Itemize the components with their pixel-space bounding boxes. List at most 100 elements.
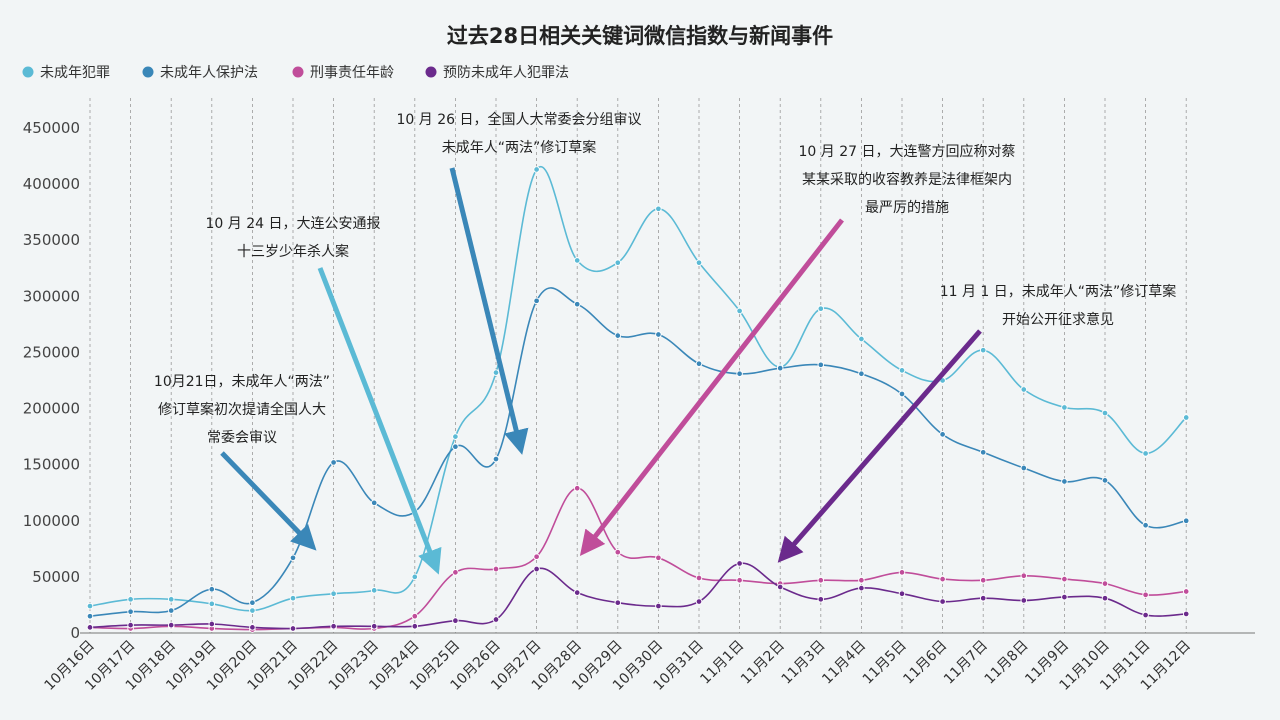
data-point (614, 332, 622, 339)
data-point (573, 484, 581, 492)
annotation-text: 11 月 1 日，未成年人“两法”修订草案 (940, 283, 1177, 300)
legend-label: 刑事责任年龄 (310, 65, 394, 81)
y-tick-label: 350000 (23, 231, 80, 249)
data-point (249, 607, 256, 614)
data-point (614, 548, 622, 556)
data-point (939, 598, 946, 605)
annotation-text: 10月21日，未成年人“两法” (154, 374, 330, 390)
data-point (127, 608, 134, 615)
data-point (370, 587, 378, 594)
x-tick-label: 11月2日 (738, 638, 788, 688)
annotation-text: 常委会审议 (207, 430, 277, 446)
data-point (898, 569, 906, 576)
data-point (695, 360, 703, 367)
data-point (167, 607, 175, 614)
data-point (208, 585, 216, 593)
data-point (1101, 580, 1109, 587)
data-point (1020, 386, 1028, 393)
data-point (858, 335, 865, 343)
data-point (533, 565, 540, 573)
data-point (736, 577, 743, 584)
annotation-arrow (777, 329, 982, 563)
data-point (1020, 464, 1028, 472)
legend: 未成年犯罪 未成年人保护法 刑事责任年龄 预防未成年人犯罪法 (22, 65, 569, 81)
annotation-text: 未成年人“两法”修订草案 (442, 139, 597, 156)
x-tick-label: 11月1日 (697, 638, 747, 688)
y-tick-label: 0 (70, 624, 80, 642)
data-point (1142, 611, 1149, 619)
data-point (330, 623, 337, 630)
data-point (979, 594, 987, 602)
data-point (1182, 414, 1190, 421)
series-1 (86, 287, 1190, 620)
data-point (979, 346, 987, 354)
data-point (898, 590, 906, 597)
data-point (1101, 409, 1109, 417)
data-point (1101, 594, 1109, 602)
annotation-text: 某某采取的收容教养是法律框架内 (802, 171, 1012, 188)
data-point (979, 449, 987, 456)
series-line (89, 562, 1187, 630)
data-point (695, 259, 703, 266)
data-point (898, 367, 906, 374)
data-point (1061, 478, 1068, 485)
data-point (492, 616, 500, 623)
data-point (817, 305, 825, 312)
data-point (1142, 591, 1149, 599)
data-point (817, 361, 825, 369)
data-point (655, 205, 662, 213)
x-tick-label: 11月8日 (982, 638, 1032, 688)
data-point (939, 431, 946, 438)
data-point (655, 602, 662, 610)
legend-label: 预防未成年人犯罪法 (443, 65, 569, 81)
x-tick-label: 11月4日 (819, 638, 869, 688)
data-point (249, 624, 256, 631)
y-axis: 0 50000 100000 150000 200000 250000 300000 3500… (23, 119, 80, 642)
data-point (452, 443, 459, 450)
data-point (817, 577, 825, 584)
data-point (898, 390, 906, 398)
y-tick-label: 200000 (23, 400, 80, 418)
data-point (492, 369, 500, 376)
data-point (370, 623, 378, 630)
data-point (533, 297, 540, 305)
y-tick-label: 300000 (23, 287, 80, 305)
legend-label: 未成年犯罪 (40, 65, 110, 81)
data-point (979, 577, 987, 584)
data-point (167, 621, 175, 629)
data-point (533, 166, 540, 173)
x-tick-label: 11月6日 (900, 638, 950, 688)
legend-label: 未成年人保护法 (160, 65, 258, 81)
data-point (411, 623, 419, 630)
annotation-text: 十三岁少年杀人案 (237, 243, 349, 260)
x-tick-label: 11月5日 (860, 638, 910, 688)
chart-title: 过去28日相关关键词微信指数与新闻事件 (447, 24, 833, 48)
data-point (330, 590, 337, 597)
legend-marker (292, 66, 304, 78)
annotation-text: 修订草案初次提请全国人大 (158, 401, 326, 418)
data-point (776, 364, 784, 372)
data-point (1061, 404, 1068, 411)
data-point (208, 620, 216, 628)
data-point (695, 598, 703, 605)
data-point (492, 455, 500, 463)
data-point (736, 370, 743, 378)
gridlines (80, 98, 1255, 634)
data-point (736, 307, 743, 315)
data-point (249, 599, 256, 606)
data-point (330, 459, 337, 466)
data-point (533, 553, 540, 560)
annotation-text: 10 月 24 日，大连公安通报 (206, 216, 381, 232)
series-0 (86, 165, 1190, 614)
y-tick-label: 100000 (23, 512, 80, 530)
x-axis: 10月16日10月17日10月18日10月19日10月20日10月21日10月2… (42, 638, 1195, 694)
data-point (1061, 593, 1068, 601)
data-point (614, 259, 622, 266)
data-point (655, 331, 662, 338)
